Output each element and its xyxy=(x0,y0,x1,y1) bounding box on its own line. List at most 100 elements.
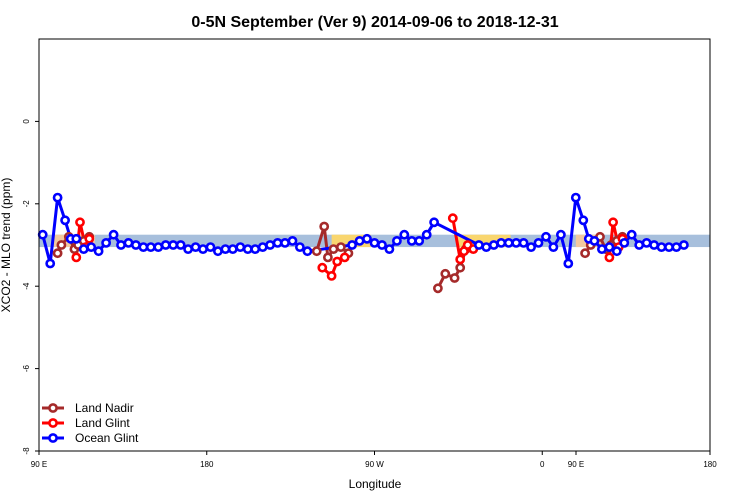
ocean-glint-point-0-52 xyxy=(496,237,507,248)
land-nadir-point-1-1 xyxy=(319,221,330,232)
points-layer xyxy=(37,192,689,294)
land-nadir-point-0-1 xyxy=(56,240,67,250)
ocean-glint-point-0-77 xyxy=(679,240,689,250)
ocean-glint-point-0-29 xyxy=(250,244,261,254)
ocean-glint-point-0-63 xyxy=(578,215,589,226)
land-glint-point-1-2 xyxy=(332,256,343,267)
ocean-glint-point-0-21 xyxy=(190,242,201,252)
x-tick-label-3: 0 xyxy=(540,460,545,469)
y-tick-label-3: -6 xyxy=(22,364,31,372)
land-nadir-point-1-2 xyxy=(322,252,333,263)
ocean-glint-point-0-15 xyxy=(145,242,156,252)
ocean-glint-point-0-11 xyxy=(116,240,126,250)
ocean-glint-point-0-60 xyxy=(556,229,566,240)
ocean-glint-point-0-42 xyxy=(384,244,395,254)
ocean-glint-point-0-7 xyxy=(86,242,97,252)
ocean-glint-point-0-10 xyxy=(108,229,119,240)
ocean-glint-point-0-20 xyxy=(183,244,193,254)
legend-label-ocean-glint: Ocean Glint xyxy=(75,431,139,445)
land-glint-point-1-3 xyxy=(339,252,350,263)
land-glint-point-0-1 xyxy=(75,217,85,228)
ocean-glint-point-0-59 xyxy=(548,242,559,252)
x-tick-label-0: 90 E xyxy=(31,460,47,469)
ocean-glint-point-0-13 xyxy=(130,240,141,250)
legend-label-land-glint: Land Glint xyxy=(75,416,130,430)
land-nadir-point-1-0 xyxy=(311,246,322,257)
ocean-glint-point-0-70 xyxy=(626,229,637,240)
ocean-glint-point-0-26 xyxy=(227,244,238,254)
y-tick-label-1: -2 xyxy=(22,200,31,208)
ocean-glint-point-0-37 xyxy=(347,240,357,250)
ocean-glint-point-0-40 xyxy=(369,237,380,248)
land-glint-point-1-1 xyxy=(326,270,337,281)
ocean-glint-point-0-17 xyxy=(160,240,171,250)
ocean-glint-point-0-68 xyxy=(611,246,622,257)
ocean-glint-point-0-74 xyxy=(656,242,667,252)
land-nadir-point-3-0 xyxy=(580,248,590,259)
ocean-glint-point-0-23 xyxy=(205,242,216,252)
ocean-glint-point-0-3 xyxy=(60,215,70,226)
x-axis-label: Longitude xyxy=(349,477,402,491)
ocean-glint-point-0-61 xyxy=(563,258,574,269)
ocean-glint-point-0-18 xyxy=(168,240,179,250)
ocean-glint-point-0-47 xyxy=(421,229,432,240)
ocean-glint-point-0-65 xyxy=(589,235,600,246)
x-tick-label-4: 180 xyxy=(703,460,717,469)
ocean-glint-point-0-33 xyxy=(280,237,290,248)
legend-marker-land-nadir xyxy=(48,403,58,413)
ocean-glint-point-0-2 xyxy=(52,192,63,203)
ocean-glint-point-0-58 xyxy=(541,231,551,242)
ocean-glint-point-0-72 xyxy=(641,237,652,248)
x-axis: 90 E 180 90 W 0 180 90 E xyxy=(31,451,717,469)
ocean-glint-point-0-66 xyxy=(597,244,607,254)
land-glint-point-0-0 xyxy=(71,252,82,263)
land-glint-point-2-1 xyxy=(455,254,466,265)
land-nadir-point-1-3 xyxy=(328,244,339,254)
ocean-glint-point-0-62 xyxy=(570,192,581,203)
ocean-glint-point-0-27 xyxy=(235,242,246,252)
y-tick-label-2: -4 xyxy=(22,282,31,290)
y-axis: 0 -2 -4 -6 -8 xyxy=(22,119,39,455)
ocean-glint-point-0-19 xyxy=(175,240,186,250)
ocean-glint-point-0-36 xyxy=(302,246,313,257)
y-axis-label: XCO2 - MLO trend (ppm) xyxy=(0,178,13,313)
land-nadir-point-2-1 xyxy=(440,268,451,279)
ocean-glint-point-0-0 xyxy=(37,229,48,240)
chart-title: 0-5N September (Ver 9) 2014-09-06 to 201… xyxy=(191,14,558,31)
ocean-glint-point-0-6 xyxy=(78,244,89,254)
ocean-glint-point-0-56 xyxy=(526,242,536,252)
ocean-glint-point-0-31 xyxy=(265,240,275,250)
land-nadir-point-2-3 xyxy=(455,262,466,273)
ocean-glint-point-0-46 xyxy=(414,235,425,246)
ocean-glint-point-0-57 xyxy=(533,237,544,248)
ocean-glint-point-0-48 xyxy=(429,217,439,228)
x-tick-label-1: 180 xyxy=(200,460,214,469)
y-tick-label-4: -8 xyxy=(22,447,31,455)
ocean-glint-point-0-8 xyxy=(93,246,104,257)
x-tick-label-2: 90 W xyxy=(365,460,384,469)
ocean-glint-point-0-41 xyxy=(377,240,387,250)
land-nadir-point-0-0 xyxy=(52,248,63,259)
ocean-glint-point-0-39 xyxy=(362,233,372,244)
ocean-glint-point-0-43 xyxy=(391,235,402,246)
land-nadir-point-1-4 xyxy=(335,242,346,252)
ocean-glint-point-0-67 xyxy=(604,242,615,252)
land-nadir-point-2-0 xyxy=(432,283,443,294)
y-tick-label-0: 0 xyxy=(22,119,31,124)
ocean-glint-point-0-22 xyxy=(198,244,208,254)
land-glint-point-2-0 xyxy=(447,213,458,224)
legend-marker-ocean-glint xyxy=(48,433,58,443)
x-tick-label-extra: 90 E xyxy=(568,460,584,469)
ocean-glint-point-0-69 xyxy=(619,237,630,248)
ocean-glint-point-0-35 xyxy=(294,242,305,252)
land-glint-point-1-0 xyxy=(317,262,328,273)
ocean-glint-point-0-34 xyxy=(287,235,298,246)
legend-label-land-nadir: Land Nadir xyxy=(75,401,134,415)
land-glint-point-3-1 xyxy=(608,217,618,228)
land-nadir-point-2-2 xyxy=(449,273,460,283)
land-glint-point-0-3 xyxy=(84,233,95,244)
ocean-glint-point-0-50 xyxy=(481,242,492,252)
ocean-glint-point-0-1 xyxy=(45,258,56,269)
